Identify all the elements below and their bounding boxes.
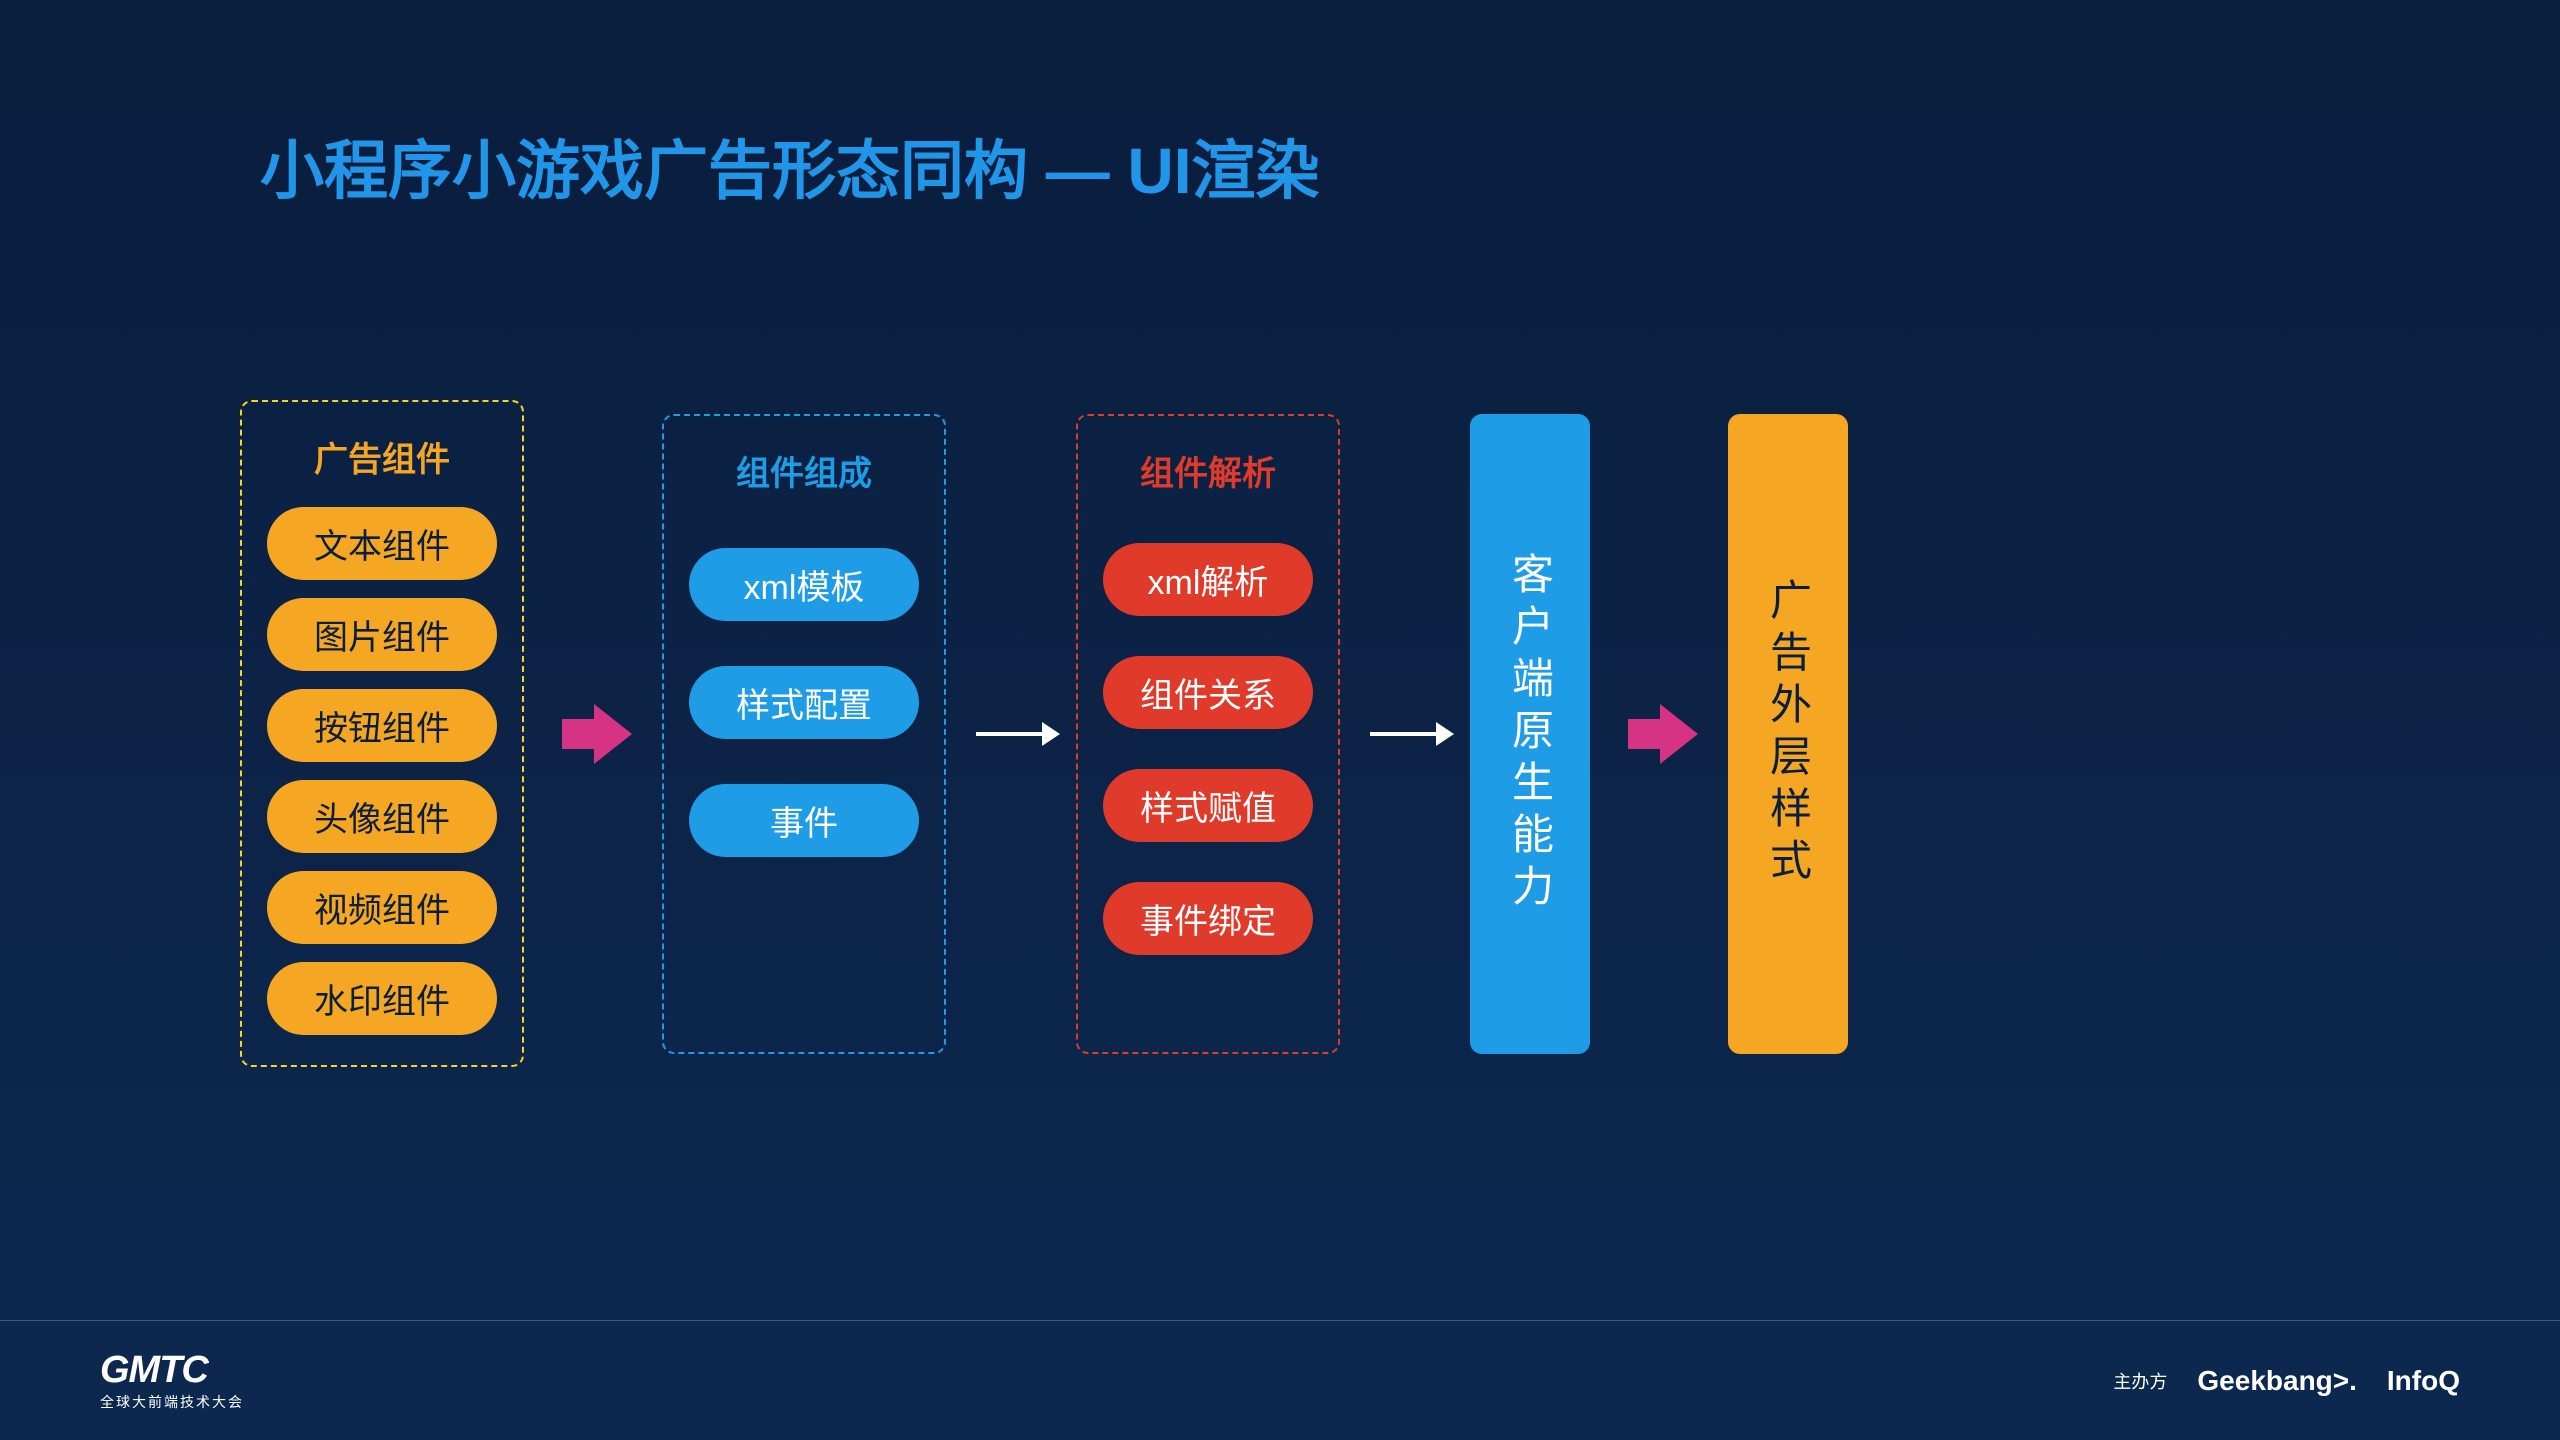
pill-style-config: 样式配置: [689, 666, 919, 739]
sponsor-label: 主办方: [2113, 1368, 2167, 1394]
pill-event: 事件: [689, 784, 919, 857]
box1-title: 广告组件: [314, 432, 450, 481]
vbar-native: 客户端原生能力: [1470, 414, 1590, 1054]
vbar2-text: 广告外层样式: [1758, 578, 1819, 890]
gmtc-logo-text: GMTC: [100, 1349, 208, 1391]
pill-video-component: 视频组件: [267, 871, 497, 944]
box3-title: 组件解析: [1140, 446, 1276, 495]
sponsor-infoq: InfoQ: [2387, 1365, 2460, 1397]
pill-button-component: 按钮组件: [267, 689, 497, 762]
pill-xml-template: xml模板: [689, 548, 919, 621]
arrow-3-icon: [1370, 732, 1440, 736]
gmtc-logo: GMTC 全球大前端技术大会: [100, 1349, 244, 1412]
box-parsing: 组件解析 xml解析 组件关系 样式赋值 事件绑定: [1076, 414, 1340, 1054]
pill-text-component: 文本组件: [267, 507, 497, 580]
gmtc-logo-sub: 全球大前端技术大会: [100, 1392, 244, 1412]
flow-diagram: 广告组件 文本组件 图片组件 按钮组件 头像组件 视频组件 水印组件 组件组成 …: [240, 400, 1848, 1067]
arrow-4-icon: [1660, 704, 1698, 764]
pill-style-assign: 样式赋值: [1103, 769, 1313, 842]
sponsors: 主办方 Geekbang>. InfoQ: [2113, 1365, 2460, 1397]
pill-xml-parse: xml解析: [1103, 543, 1313, 616]
sponsor-geekbang: Geekbang>.: [2197, 1365, 2357, 1397]
pill-watermark-component: 水印组件: [267, 962, 497, 1035]
arrow-1-icon: [594, 704, 632, 764]
box-composition: 组件组成 xml模板 样式配置 事件: [662, 414, 946, 1054]
pill-component-relation: 组件关系: [1103, 656, 1313, 729]
vbar1-text: 客户端原生能力: [1500, 552, 1561, 916]
pill-avatar-component: 头像组件: [267, 780, 497, 853]
pill-event-bind: 事件绑定: [1103, 882, 1313, 955]
pill-image-component: 图片组件: [267, 598, 497, 671]
footer: GMTC 全球大前端技术大会 主办方 Geekbang>. InfoQ: [0, 1320, 2560, 1440]
vbar-outer-style: 广告外层样式: [1728, 414, 1848, 1054]
box2-title: 组件组成: [736, 446, 872, 495]
arrow-2-icon: [976, 732, 1046, 736]
box-ad-components: 广告组件 文本组件 图片组件 按钮组件 头像组件 视频组件 水印组件: [240, 400, 524, 1067]
slide-title: 小程序小游戏广告形态同构 — UI渲染: [260, 120, 1320, 212]
